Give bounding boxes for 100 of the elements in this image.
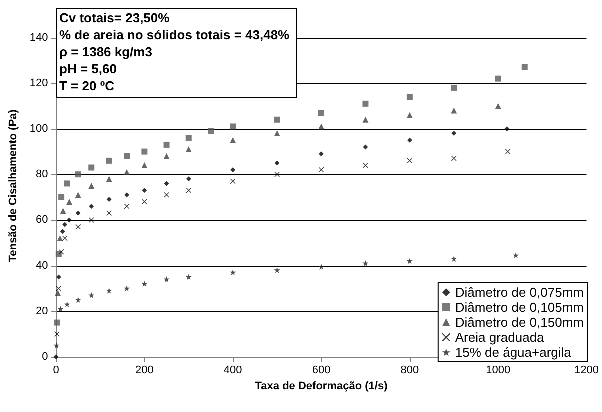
point: [451, 256, 458, 262]
point: [452, 131, 457, 136]
point: [406, 94, 413, 100]
point: [124, 204, 130, 210]
point: [164, 181, 170, 186]
point: [67, 218, 72, 223]
point: [89, 218, 94, 223]
legend-label: Areia graduada: [455, 330, 546, 345]
point: [319, 152, 324, 157]
y-axis-title: Tensão de Cisalhamento (Pa): [8, 109, 20, 262]
point: [64, 302, 70, 308]
point: [230, 178, 236, 184]
legend-label: Diâmetro de 0,150mm: [455, 315, 584, 330]
point: [164, 276, 170, 282]
point: [142, 281, 148, 288]
point: [124, 286, 130, 292]
point: [452, 156, 457, 162]
annotation: ρ = 1386 kg/m3: [60, 44, 152, 60]
point: [230, 270, 236, 276]
point: [362, 100, 369, 107]
point: [58, 194, 65, 200]
point: [60, 229, 66, 234]
y-tick-label: 40: [36, 260, 48, 272]
point: [186, 176, 192, 182]
y-tick-label: 120: [30, 77, 48, 90]
point: [164, 153, 170, 160]
point: [506, 149, 511, 154]
point: [230, 168, 236, 173]
y-tick-label: 100: [30, 123, 48, 135]
point: [451, 108, 458, 114]
point: [57, 235, 64, 242]
point: [186, 274, 192, 280]
point: [142, 162, 148, 168]
point: [56, 286, 62, 292]
y-tick-label: 80: [36, 168, 48, 181]
legend-label: Diâmetro de 0,105mm: [455, 300, 584, 315]
point: [75, 172, 82, 178]
point: [75, 297, 82, 303]
point: [406, 258, 413, 264]
y-tick-label: 60: [36, 214, 48, 226]
point: [186, 188, 192, 194]
point: [64, 180, 70, 187]
point: [58, 306, 64, 312]
x-tick-label: 200: [135, 364, 154, 376]
point: [75, 192, 82, 198]
point: [106, 288, 112, 294]
point: [106, 210, 112, 216]
point: [362, 260, 369, 267]
point: [407, 138, 412, 143]
point: [230, 137, 236, 144]
point: [186, 135, 192, 142]
point: [124, 192, 130, 198]
point: [54, 332, 60, 337]
annotation: pH = 5,60: [60, 62, 117, 76]
point: [106, 158, 112, 164]
point: [56, 274, 62, 280]
y-tick-label: 0: [42, 351, 48, 363]
point: [230, 124, 236, 130]
point: [88, 292, 95, 298]
point: [363, 162, 368, 168]
x-tick-label: 0: [53, 364, 60, 376]
point: [318, 264, 325, 270]
point: [362, 116, 369, 123]
point: [76, 224, 81, 230]
point: [164, 142, 170, 148]
point: [106, 197, 112, 202]
x-axis-title: Taxa de Deformação (1/s): [255, 380, 388, 392]
point: [274, 160, 280, 166]
point: [66, 198, 73, 205]
point: [274, 130, 280, 137]
legend-label: 15% de água+argila: [455, 345, 572, 360]
point: [319, 168, 324, 173]
point: [55, 290, 62, 296]
y-tick-label: 20: [36, 305, 48, 318]
point: [60, 208, 66, 214]
point: [451, 84, 458, 91]
point: [56, 251, 62, 258]
point: [54, 342, 60, 349]
annotation: T = 20 ºC: [60, 78, 116, 94]
point: [88, 164, 95, 171]
point: [62, 236, 68, 241]
point: [142, 188, 148, 194]
x-tick-label: 400: [224, 364, 242, 376]
point: [186, 146, 192, 153]
point: [318, 124, 325, 130]
point: [363, 144, 368, 150]
x-tick-label: 600: [312, 364, 331, 376]
point: [124, 153, 130, 160]
point: [106, 176, 112, 182]
point: [76, 210, 81, 216]
point: [89, 204, 94, 210]
point: [124, 169, 130, 176]
legend-label: Diâmetro de 0,075mm: [455, 285, 584, 300]
x-tick-label: 1000: [486, 364, 511, 376]
point: [62, 222, 68, 228]
point: [274, 267, 280, 274]
point: [54, 354, 59, 360]
point: [274, 116, 280, 123]
point: [59, 250, 64, 255]
annotation: Cv totais= 23,50%: [60, 10, 170, 26]
